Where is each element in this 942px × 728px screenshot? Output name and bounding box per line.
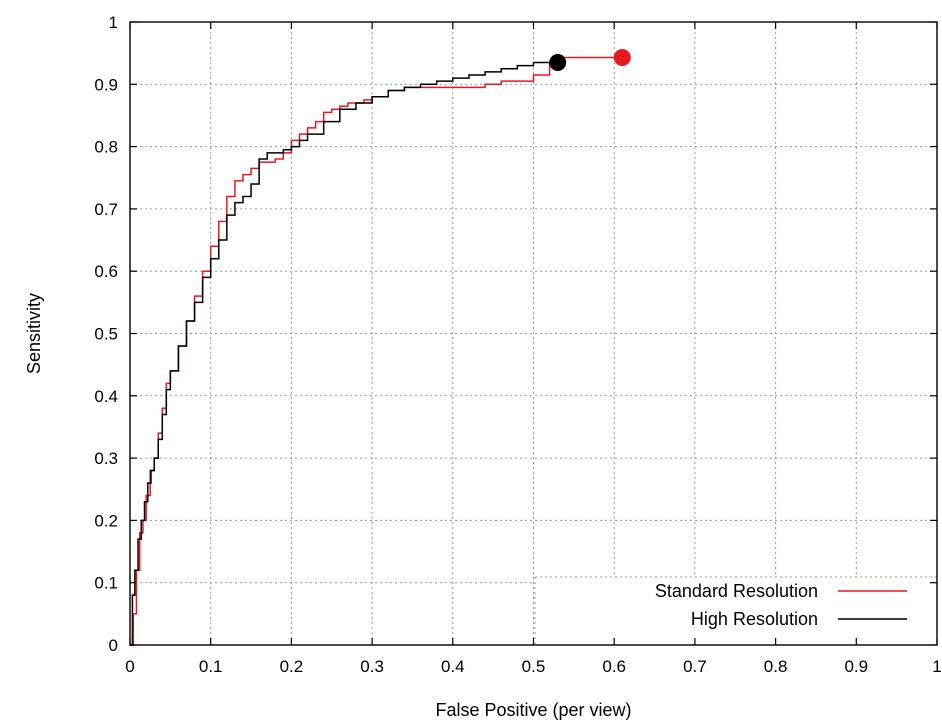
y-tick-label: 0.5 bbox=[94, 325, 118, 344]
y-axis-title: Sensitivity bbox=[24, 293, 44, 374]
x-tick-label: 0.7 bbox=[683, 657, 707, 676]
x-tick-label: 0.6 bbox=[602, 657, 626, 676]
x-tick-label: 0.4 bbox=[441, 657, 465, 676]
x-tick-label: 0.8 bbox=[764, 657, 788, 676]
x-tick-label: 0.2 bbox=[280, 657, 304, 676]
y-tick-label: 0.6 bbox=[94, 262, 118, 281]
legend: Standard Resolution High Resolution bbox=[655, 581, 907, 629]
y-tick-labels: 0 0.1 0.2 0.3 0.4 0.5 0.6 0.7 0.8 0.9 1 bbox=[94, 13, 118, 655]
grid-layer bbox=[130, 22, 937, 645]
series-layer bbox=[130, 56, 623, 646]
y-tick-label: 0.9 bbox=[94, 75, 118, 94]
y-tick-label: 0.8 bbox=[94, 138, 118, 157]
y-tick-label: 0.4 bbox=[94, 387, 118, 406]
series-line-high-resolution bbox=[130, 61, 558, 646]
x-tick-label: 1 bbox=[932, 657, 941, 676]
plot-frame bbox=[129, 21, 938, 646]
endpoint-markers bbox=[549, 49, 631, 71]
y-tick-label: 0.7 bbox=[94, 200, 118, 219]
legend-label-standard-resolution: Standard Resolution bbox=[655, 581, 818, 601]
x-axis-title: False Positive (per view) bbox=[435, 700, 631, 720]
y-tick-label: 0.2 bbox=[94, 511, 118, 530]
x-tick-labels: 0 0.1 0.2 0.3 0.4 0.5 0.6 0.7 0.8 0.9 1 bbox=[125, 657, 941, 676]
y-tick-label: 0.3 bbox=[94, 449, 118, 468]
endpoint-marker-standard-resolution bbox=[613, 49, 631, 67]
x-tick-label: 0.1 bbox=[199, 657, 223, 676]
x-tick-label: 0 bbox=[125, 657, 134, 676]
y-tick-label: 1 bbox=[109, 13, 118, 32]
y-tick-label: 0 bbox=[109, 636, 118, 655]
legend-label-high-resolution: High Resolution bbox=[691, 609, 818, 629]
x-tick-label: 0.3 bbox=[360, 657, 384, 676]
endpoint-marker-high-resolution bbox=[549, 53, 567, 71]
x-tick-label: 0.9 bbox=[844, 657, 868, 676]
y-tick-label: 0.1 bbox=[94, 574, 118, 593]
x-tick-label: 0.5 bbox=[522, 657, 546, 676]
series-line-standard-resolution bbox=[130, 56, 623, 646]
